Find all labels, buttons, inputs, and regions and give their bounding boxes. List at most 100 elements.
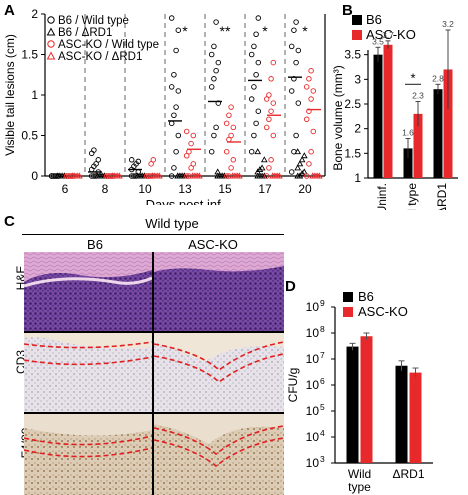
- y-tick-label-d: 10: [306, 300, 320, 314]
- data-point-a: [215, 59, 222, 66]
- data-point-a: [91, 147, 97, 153]
- data-label-b: 2.8: [432, 73, 444, 83]
- x-tick-label-d: ΔRD1: [392, 467, 424, 481]
- significance-marker-a: **: [220, 23, 231, 39]
- data-point-a: [260, 172, 268, 179]
- data-point-a: [288, 169, 295, 175]
- bar-b: [443, 69, 453, 178]
- column-label-b6: B6: [87, 237, 103, 252]
- data-point-a: [254, 148, 262, 155]
- bar-b: [373, 54, 383, 178]
- y-tick-label-a: 0: [31, 169, 38, 183]
- significance-marker-b: *: [410, 70, 415, 85]
- data-point-a: [190, 161, 197, 167]
- y-tick-label-d: 10: [306, 404, 320, 418]
- legend-label-b: B6: [366, 12, 382, 27]
- data-point-a: [183, 173, 190, 179]
- data-label-b: 3.5: [372, 36, 384, 46]
- x-tick-label-b: Uninf.: [375, 183, 389, 210]
- data-point-a: [213, 19, 219, 25]
- data-point-a: [248, 51, 255, 58]
- data-point-a: [298, 170, 306, 177]
- legend-marker-a: [47, 16, 55, 24]
- bar-d: [360, 336, 373, 463]
- y-tick-label-b: 3: [354, 72, 361, 86]
- y-tick-label-d: 10: [306, 430, 320, 444]
- legend-swatch-d: [343, 292, 353, 302]
- data-point-a: [208, 51, 215, 58]
- data-point-a: [213, 67, 219, 74]
- data-point-a: [306, 161, 312, 167]
- data-point-a: [100, 172, 108, 179]
- data-point-a: [235, 172, 243, 179]
- data-point-a: [148, 161, 154, 167]
- data-point-a: [208, 148, 215, 155]
- data-point-a: [220, 172, 228, 179]
- data-point-a: [60, 172, 68, 179]
- panel-label-d: D: [285, 278, 296, 295]
- data-label-b: 3.2: [442, 19, 454, 29]
- legend-marker-a: [46, 51, 56, 60]
- data-point-a: [226, 112, 232, 118]
- data-point-a: [256, 166, 264, 172]
- data-point-a: [175, 27, 182, 33]
- data-point-a: [266, 92, 272, 98]
- data-point-a: [175, 132, 182, 139]
- legend-marker-a: [47, 40, 55, 48]
- legend-swatch-b: [352, 30, 362, 40]
- data-point-a: [306, 76, 312, 82]
- y-tick-label-b: 1.5: [344, 146, 361, 160]
- data-point-a: [211, 76, 217, 82]
- data-point-a: [228, 165, 234, 171]
- y-tick-label-d: 10: [306, 456, 320, 470]
- data-point-a: [171, 71, 177, 78]
- legend-label-d: B6: [358, 289, 374, 304]
- data-point-a: [263, 173, 270, 179]
- y-axis-title-b: Bone volume (mm³): [331, 65, 345, 170]
- data-point-a: [251, 84, 257, 90]
- micrograph-he-asc-ko: [154, 252, 284, 331]
- legend-label-d: ASC-KO: [358, 304, 408, 319]
- significance-marker-a: *: [302, 23, 308, 39]
- data-point-a: [186, 148, 192, 155]
- data-point-a: [248, 96, 255, 102]
- data-point-a: [248, 148, 255, 155]
- bar-b: [383, 44, 393, 178]
- y-tick-label-a: 1.5: [21, 48, 38, 62]
- x-tick-label-a: 17: [258, 182, 272, 196]
- y-tick-label-a: 1: [31, 88, 38, 102]
- data-point-a: [295, 47, 302, 54]
- data-point-a: [223, 173, 230, 179]
- y-tick-label-b: 3.5: [344, 48, 361, 62]
- data-point-a: [171, 112, 177, 118]
- group-header-rule: [22, 234, 284, 235]
- bar-d: [409, 372, 422, 463]
- x-tick-label-d: type: [348, 480, 371, 494]
- data-point-a: [75, 172, 83, 179]
- data-point-a: [308, 148, 314, 155]
- column-label-asc-ko: ASC-KO: [188, 237, 238, 252]
- y-tick-label-d: 10: [306, 352, 320, 366]
- y-tick-exponent-d: 5: [320, 402, 325, 412]
- bar-b: [413, 113, 423, 178]
- data-point-a: [260, 156, 268, 163]
- data-point-a: [266, 116, 272, 123]
- data-point-a: [268, 76, 274, 82]
- data-point-a: [180, 172, 188, 179]
- data-point-a: [211, 132, 217, 139]
- panel-label-c: C: [4, 213, 15, 230]
- y-tick-exponent-d: 8: [320, 324, 325, 334]
- data-point-a: [168, 173, 175, 179]
- data-point-a: [308, 67, 314, 74]
- data-point-a: [195, 172, 203, 179]
- data-point-a: [168, 84, 175, 90]
- data-point-a: [255, 108, 262, 114]
- y-tick-label-b: 1: [354, 171, 361, 185]
- data-point-a: [223, 120, 230, 127]
- bar-b: [433, 89, 443, 178]
- data-point-a: [188, 140, 194, 147]
- data-point-a: [294, 148, 302, 155]
- legend-label-b: ASC-KO: [366, 27, 416, 42]
- data-point-a: [303, 84, 310, 90]
